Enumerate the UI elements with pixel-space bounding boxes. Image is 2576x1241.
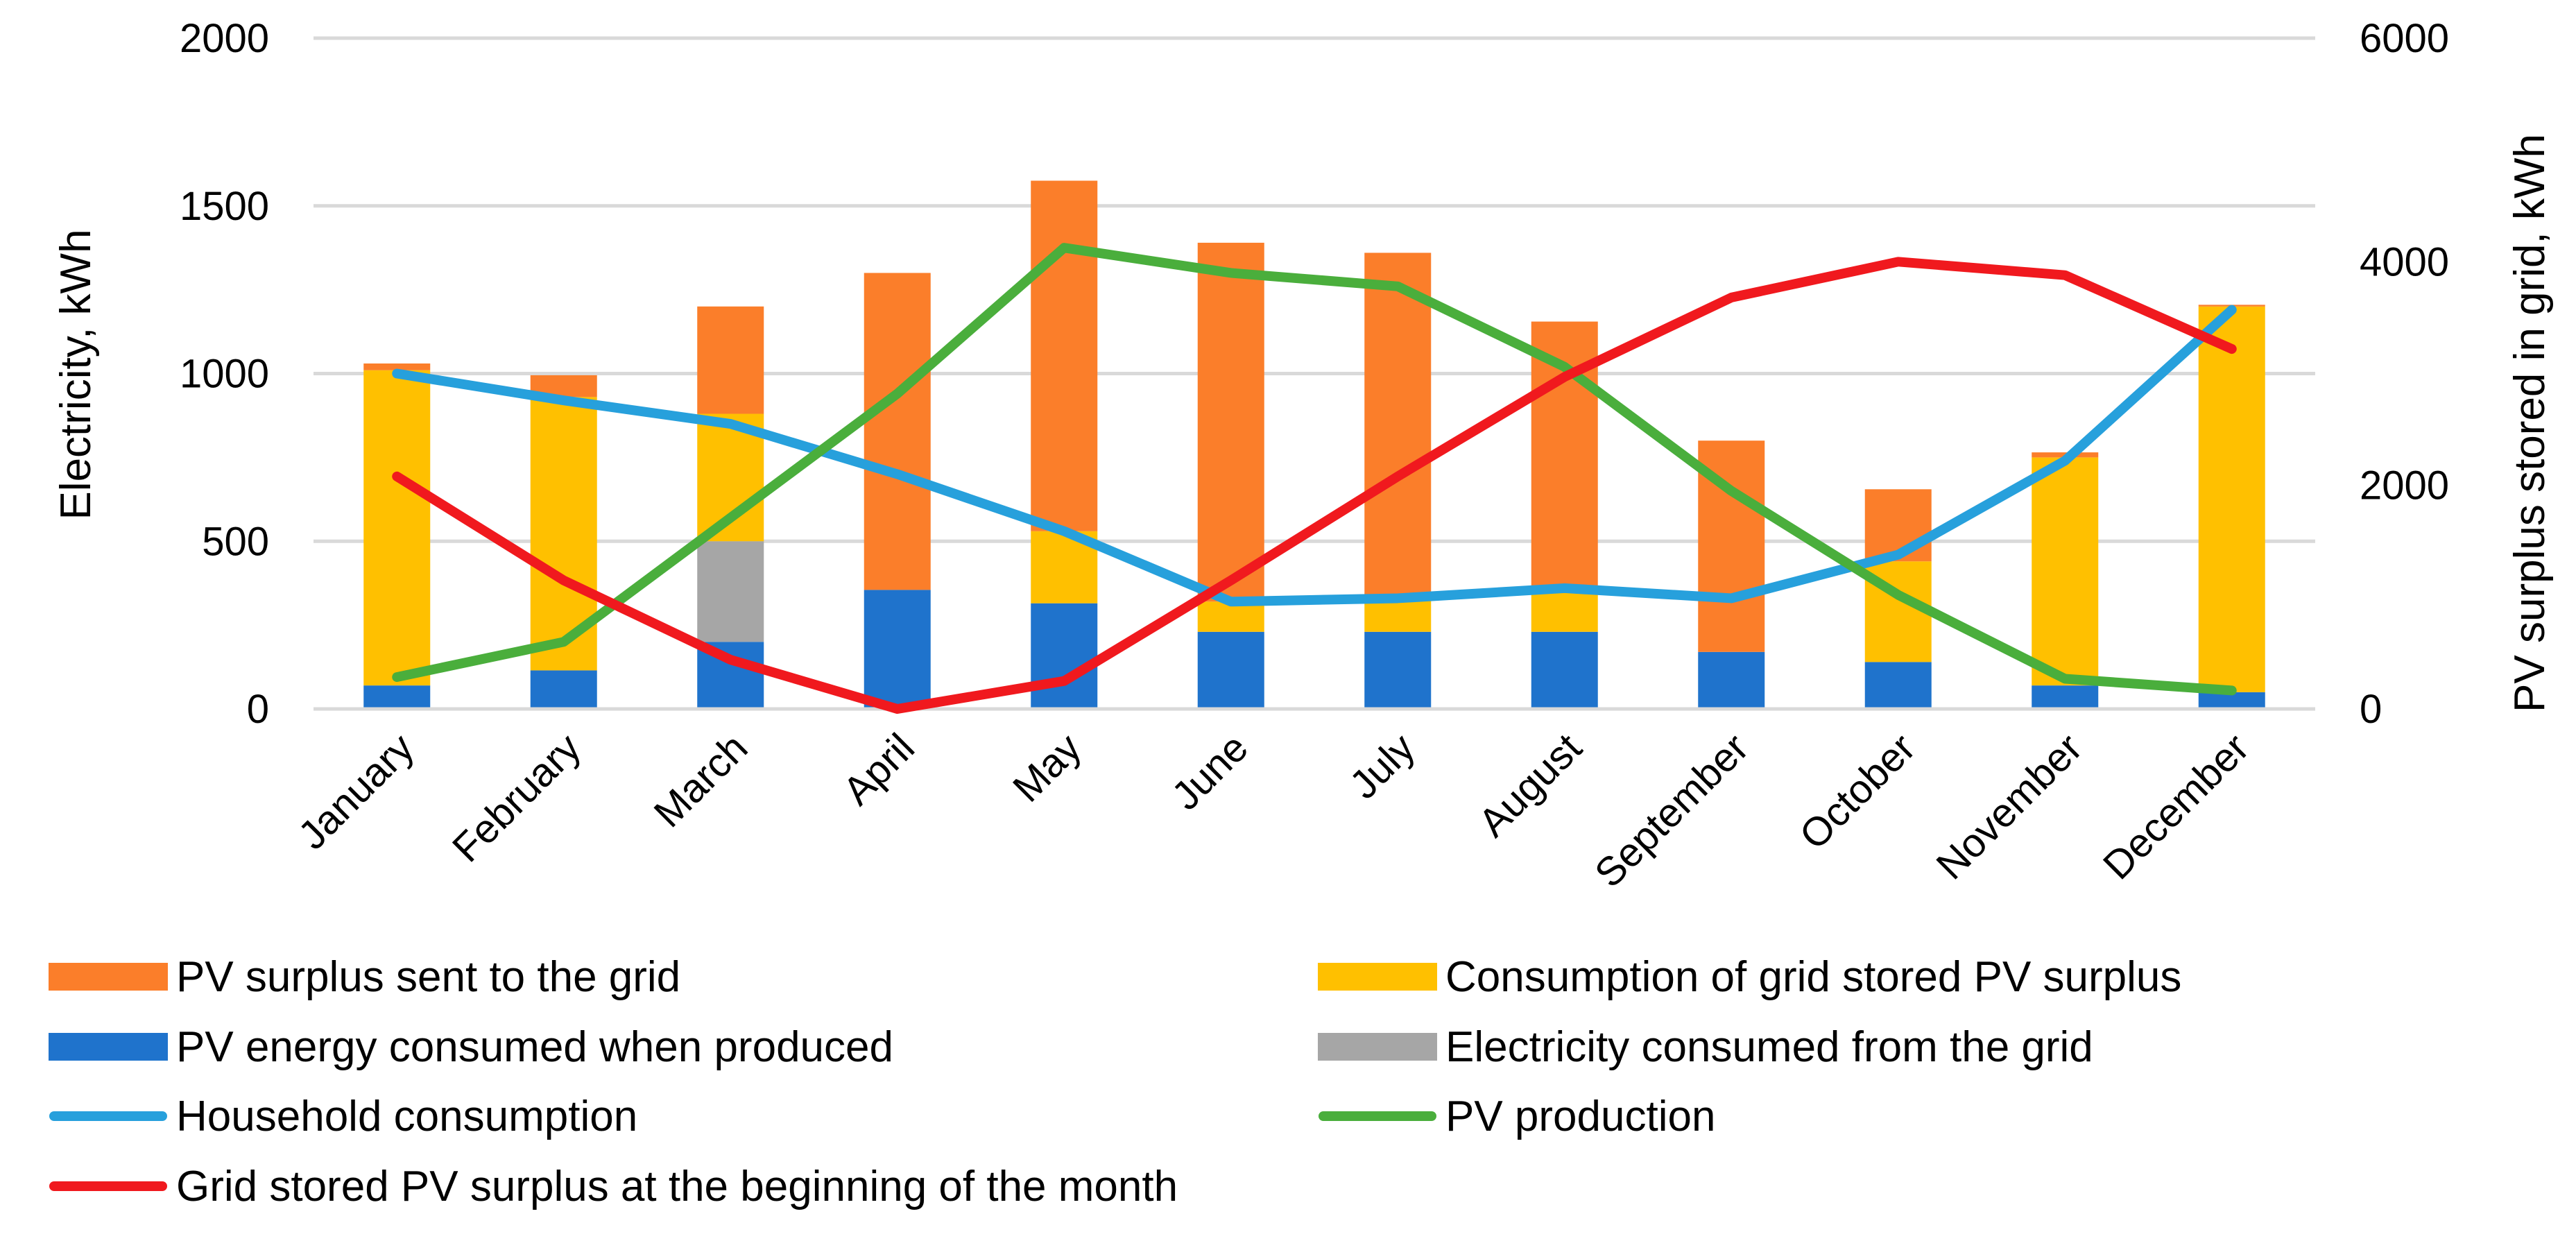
bar-segment <box>1197 242 1264 602</box>
x-tick-label: October <box>1791 725 1924 858</box>
legend-swatch <box>49 963 168 991</box>
bar-segment <box>1864 662 1932 709</box>
bar-segment <box>697 541 764 642</box>
series-line <box>392 305 2237 607</box>
right-tick-label: 6000 <box>2360 16 2449 61</box>
right-axis-ticks: 0 2000 4000 6000 <box>2360 16 2449 732</box>
legend-swatch <box>49 1033 168 1061</box>
x-tick-label: December <box>2095 725 2258 888</box>
bar-segment <box>1364 631 1432 709</box>
series-line <box>392 257 2237 714</box>
legend-label: Electricity consumed from the grid <box>1445 1023 2093 1071</box>
bar-segment <box>1197 601 1264 632</box>
legend: PV surplus sent to the grid Consumption o… <box>49 953 2181 1210</box>
left-axis-title: Electricity, kWh <box>52 229 100 520</box>
legend-swatch <box>1318 1033 1437 1061</box>
bar-segment <box>697 306 764 414</box>
left-axis-ticks: 0 500 1000 1500 2000 <box>180 16 269 732</box>
x-tick-label: February <box>444 725 590 871</box>
x-tick-label: June <box>1163 725 1257 819</box>
bar-segment <box>2032 685 2099 709</box>
right-axis-title: PV surplus stored in grid, kWh <box>2506 134 2554 712</box>
bar-segment <box>363 363 431 370</box>
legend-label: PV surplus sent to the grid <box>176 953 680 1001</box>
legend-label: PV energy consumed when produced <box>176 1023 893 1071</box>
left-tick-label: 2000 <box>180 16 269 61</box>
left-tick-label: 1000 <box>180 352 269 397</box>
bar-segment <box>2032 457 2099 686</box>
legend-label: Grid stored PV surplus at the beginning … <box>176 1163 1178 1210</box>
gridlines <box>314 36 2315 543</box>
bar-segment <box>363 370 431 686</box>
x-tick-label: August <box>1470 725 1590 846</box>
legend-label: Household consumption <box>176 1093 637 1140</box>
bar-segment <box>1031 603 1098 709</box>
right-tick-label: 4000 <box>2360 239 2449 284</box>
legend-label: Consumption of grid stored PV surplus <box>1445 953 2181 1001</box>
left-tick-label: 1500 <box>180 184 269 229</box>
x-tick-label: November <box>1927 725 2090 888</box>
x-tick-label: May <box>1004 725 1090 810</box>
stacked-bars <box>363 180 2265 709</box>
bar-segment <box>864 273 931 590</box>
left-tick-label: 500 <box>202 519 269 564</box>
bar-segment <box>363 685 431 709</box>
bar-segment <box>864 590 931 709</box>
bar-segment <box>1531 591 1598 632</box>
bar-segment <box>1698 651 1765 709</box>
bar-segment <box>1031 180 1098 531</box>
bar-segment <box>1531 631 1598 709</box>
x-tick-label: March <box>646 725 757 836</box>
series-line <box>392 243 2237 696</box>
right-tick-label: 0 <box>2360 687 2382 732</box>
x-tick-label: July <box>1341 725 1424 807</box>
bar-segment <box>1197 631 1264 709</box>
x-axis-ticks: January February March April May June July Augu… <box>290 725 2258 896</box>
x-tick-label: April <box>834 725 923 814</box>
legend-label: PV production <box>1445 1093 1715 1140</box>
legend-swatch <box>1318 963 1437 991</box>
bar-segment <box>2198 306 2265 692</box>
x-tick-label: January <box>290 725 423 858</box>
right-tick-label: 2000 <box>2360 463 2449 508</box>
left-tick-label: 0 <box>247 687 269 732</box>
bar-segment <box>530 670 597 709</box>
x-tick-label: September <box>1586 725 1758 896</box>
bar-segment <box>1364 253 1432 599</box>
line-series <box>392 243 2237 714</box>
bar-segment <box>1364 598 1432 632</box>
